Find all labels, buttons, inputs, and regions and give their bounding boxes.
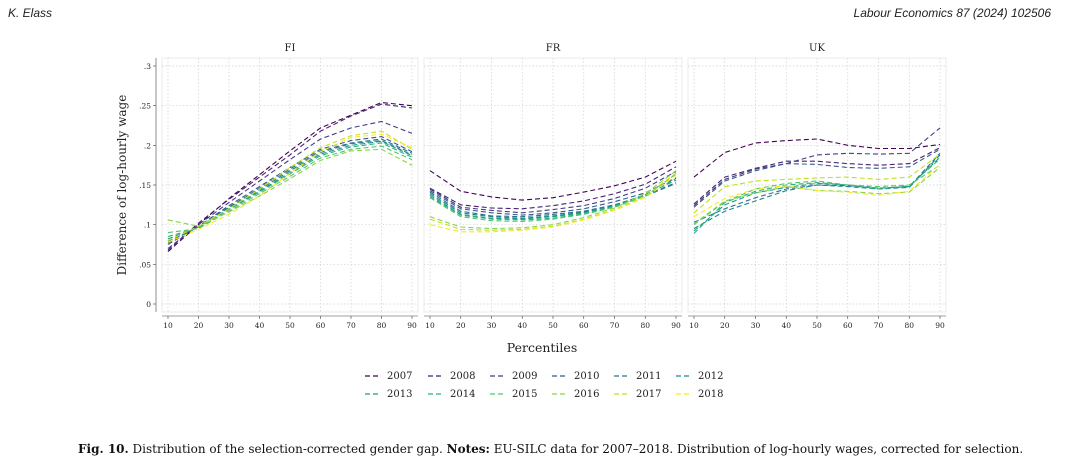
y-tick-label: .15 xyxy=(139,181,151,190)
panel-title-fi: FI xyxy=(285,43,296,54)
x-tick-label: 30 xyxy=(751,321,761,330)
series-line-uk-2010 xyxy=(693,148,941,208)
x-tick-label: 70 xyxy=(610,321,620,330)
caption-text: Distribution of the selection-corrected … xyxy=(132,442,443,456)
series-line-fi-2012 xyxy=(167,140,413,242)
x-tick-label: 10 xyxy=(425,321,435,330)
gender-gap-chart: FI 10 20 30 40 50 60 70 80 90 FR 10 20 30 40 50 60 70 80 90… xyxy=(115,43,947,400)
y-tick-label: .2 xyxy=(144,141,151,150)
caption-label: Fig. 10. xyxy=(78,442,129,456)
x-tick-label: 90 xyxy=(935,321,945,330)
x-tick-label: 90 xyxy=(407,321,417,330)
x-tick-label: 80 xyxy=(377,321,387,330)
panel-title-uk: UK xyxy=(809,43,825,54)
series-line-fi-2016 xyxy=(167,148,413,227)
series-line-fi-2015 xyxy=(167,145,413,234)
series-line-fr-2016 xyxy=(429,170,677,230)
series-line-fi-2007 xyxy=(167,101,413,253)
x-tick-label: 20 xyxy=(456,321,466,330)
legend-label-2007: 2007 xyxy=(387,371,412,382)
x-tick-label: 50 xyxy=(285,321,295,330)
legend-label-2016: 2016 xyxy=(574,389,599,400)
x-tick-label: 10 xyxy=(689,321,699,330)
legend-label-2010: 2010 xyxy=(574,371,599,382)
series-line-fi-2010 xyxy=(167,136,413,245)
y-tick-label: .3 xyxy=(144,62,151,71)
x-tick-label: 90 xyxy=(671,321,681,330)
x-tick-label: 50 xyxy=(812,321,822,330)
series-line-uk-2015 xyxy=(693,164,941,226)
x-tick-label: 70 xyxy=(346,321,356,330)
series-line-fr-2017 xyxy=(429,172,677,231)
series-line-uk-2007 xyxy=(693,138,941,178)
legend-label-2009: 2009 xyxy=(512,371,537,382)
legend-label-2013: 2013 xyxy=(387,389,412,400)
legend-label-2008: 2008 xyxy=(450,371,475,382)
series-line-fr-2010 xyxy=(429,177,677,216)
header-journal: Labour Economics 87 (2024) 102506 xyxy=(853,6,1051,20)
series-line-fr-2013 xyxy=(429,179,677,220)
x-tick-label: 10 xyxy=(163,321,173,330)
x-tick-label: 30 xyxy=(224,321,234,330)
series-line-fr-2009 xyxy=(429,171,677,214)
legend-label-2011: 2011 xyxy=(636,371,661,382)
series-line-fi-2008 xyxy=(167,103,413,251)
x-tick-label: 60 xyxy=(579,321,589,330)
legend-label-2017: 2017 xyxy=(636,389,661,400)
x-tick-label: 30 xyxy=(487,321,497,330)
caption-notes-text: EU-SILC data for 2007–2018. Distribution… xyxy=(493,442,1024,456)
legend-label-2018: 2018 xyxy=(698,389,723,400)
x-tick-label: 40 xyxy=(255,321,265,330)
x-tick-label: 20 xyxy=(720,321,730,330)
series-line-uk-2018 xyxy=(693,163,941,218)
series-line-fr-2018 xyxy=(429,175,677,233)
x-tick-label: 60 xyxy=(316,321,326,330)
series-line-fi-2009 xyxy=(167,120,413,249)
y-tick-label: .25 xyxy=(139,102,151,111)
x-tick-label: 70 xyxy=(874,321,884,330)
legend-label-2015: 2015 xyxy=(512,389,537,400)
series-line-fr-2007 xyxy=(429,160,677,201)
caption-notes-label: Notes: xyxy=(446,442,490,456)
x-axis-label: Percentiles xyxy=(507,340,578,355)
header-author: K. Elass xyxy=(8,6,53,20)
x-tick-label: 20 xyxy=(194,321,204,330)
x-tick-label: 80 xyxy=(904,321,914,330)
series-line-uk-2008 xyxy=(693,147,941,205)
x-tick-label: 80 xyxy=(640,321,650,330)
series-line-fi-2017 xyxy=(167,130,413,241)
x-tick-label: 40 xyxy=(517,321,527,330)
x-tick-label: 50 xyxy=(548,321,558,330)
series-line-fr-2008 xyxy=(429,166,677,210)
legend-label-2012: 2012 xyxy=(698,371,723,382)
y-tick-label: .1 xyxy=(144,221,151,230)
x-tick-label: 60 xyxy=(843,321,853,330)
series-line-uk-2013 xyxy=(693,156,941,232)
x-tick-label: 40 xyxy=(781,321,791,330)
y-tick-label: 0 xyxy=(146,300,151,309)
series-line-uk-2014 xyxy=(693,158,941,234)
y-tick-label: .05 xyxy=(139,260,151,269)
y-axis-label: Difference of log-hourly wage xyxy=(115,95,129,276)
figure-caption: Fig. 10. Distribution of the selection-c… xyxy=(78,442,1023,456)
series-line-fr-2015 xyxy=(429,173,677,223)
series-line-uk-2017 xyxy=(693,153,941,214)
series-line-fi-2018 xyxy=(167,133,413,243)
series-line-uk-2009 xyxy=(693,127,941,207)
series-line-uk-2012 xyxy=(693,154,941,230)
panel-title-fr: FR xyxy=(546,43,561,54)
legend-label-2014: 2014 xyxy=(450,389,475,400)
